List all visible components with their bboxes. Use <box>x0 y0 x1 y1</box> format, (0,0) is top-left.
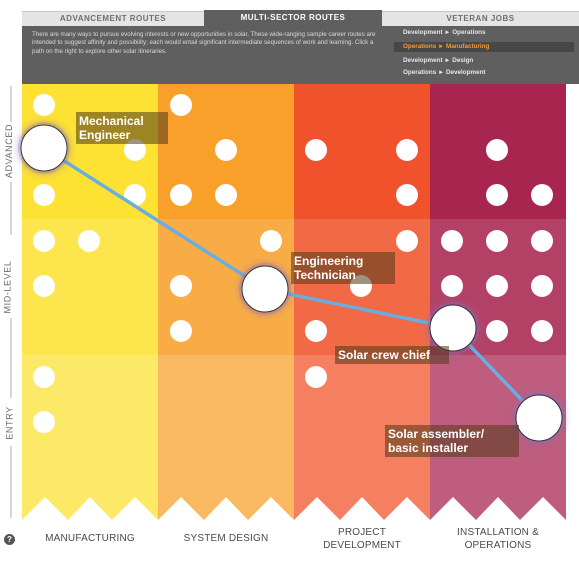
job-dot[interactable] <box>441 230 463 252</box>
route-development-operations[interactable]: Development ► Operations <box>403 29 486 36</box>
level-label-advanced: ADVANCED <box>4 123 15 179</box>
node-label-solar-crew-chief: Solar crew chief <box>335 346 449 364</box>
job-dot[interactable] <box>396 230 418 252</box>
column-band-project-development[interactable] <box>294 84 430 520</box>
node-label-solar-assembler: Solar assembler/ basic installer <box>385 425 519 457</box>
path-node-mechanical-engineer-core[interactable] <box>20 124 68 172</box>
job-dot[interactable] <box>305 320 327 342</box>
job-dot[interactable] <box>305 139 327 161</box>
job-dot[interactable] <box>260 230 282 252</box>
job-dot[interactable] <box>305 366 327 388</box>
description-header: There are many ways to pursue evolving i… <box>22 26 579 84</box>
level-label-entry: ENTRY <box>4 406 15 440</box>
job-dot[interactable] <box>170 184 192 206</box>
job-dot[interactable] <box>170 275 192 297</box>
path-node-solar-crew-chief-core[interactable] <box>429 304 477 352</box>
job-dot[interactable] <box>170 320 192 342</box>
job-dot[interactable] <box>33 275 55 297</box>
column-label-project-development: PROJECT DEVELOPMENT <box>323 527 401 551</box>
job-dot[interactable] <box>486 230 508 252</box>
job-dot[interactable] <box>215 184 237 206</box>
column-label-manufacturing: MANUFACTURING <box>45 533 135 544</box>
job-dot[interactable] <box>33 366 55 388</box>
job-dot[interactable] <box>531 275 553 297</box>
job-dot[interactable] <box>33 230 55 252</box>
job-dots <box>33 94 553 433</box>
path-node-engineering-technician-core[interactable] <box>241 265 289 313</box>
job-dot[interactable] <box>33 94 55 116</box>
job-dot[interactable] <box>396 139 418 161</box>
job-dot[interactable] <box>531 184 553 206</box>
description-text: There are many ways to pursue evolving i… <box>32 31 376 55</box>
column-label-system-design: SYSTEM DESIGN <box>183 533 269 544</box>
job-dot[interactable] <box>531 320 553 342</box>
job-dot[interactable] <box>124 139 146 161</box>
question-circle-icon[interactable]: ? <box>4 534 15 545</box>
job-dot[interactable] <box>486 139 508 161</box>
job-dot[interactable] <box>396 184 418 206</box>
mid-level-tint <box>22 219 566 355</box>
column-band-manufacturing[interactable] <box>22 84 158 520</box>
path-nodes <box>18 122 565 444</box>
route-operations-manufacturing[interactable]: Operations ► Manufacturing <box>394 42 574 52</box>
job-dot[interactable] <box>170 94 192 116</box>
job-dot[interactable] <box>33 411 55 433</box>
job-dot[interactable] <box>215 139 237 161</box>
job-dot[interactable] <box>33 184 55 206</box>
job-dot[interactable] <box>486 320 508 342</box>
tab-advancement-routes[interactable]: ADVANCEMENT ROUTES <box>22 11 204 26</box>
path-node-solar-assembler-core[interactable] <box>515 394 563 442</box>
job-dot[interactable] <box>441 275 463 297</box>
tab-multi-sector-routes[interactable]: MULTI-SECTOR ROUTES <box>204 10 382 26</box>
node-label-engineering-technician: Engineering Technician <box>291 252 395 284</box>
route-development-design[interactable]: Development ► Design <box>403 57 474 64</box>
level-label-mid-level: MID-LEVEL <box>2 260 13 314</box>
tab-veteran-jobs[interactable]: VETERAN JOBS <box>382 11 579 26</box>
route-operations-development[interactable]: Operations ► Development <box>403 69 486 76</box>
column-label-installation-operations: INSTALLATION & OPERATIONS <box>457 527 539 551</box>
node-label-mechanical-engineer: Mechanical Engineer <box>76 112 168 144</box>
job-dot[interactable] <box>486 184 508 206</box>
column-band-system-design[interactable] <box>158 84 294 520</box>
job-dot[interactable] <box>486 275 508 297</box>
job-dot[interactable] <box>78 230 100 252</box>
job-dot[interactable] <box>531 230 553 252</box>
career-path-line <box>42 146 541 420</box>
